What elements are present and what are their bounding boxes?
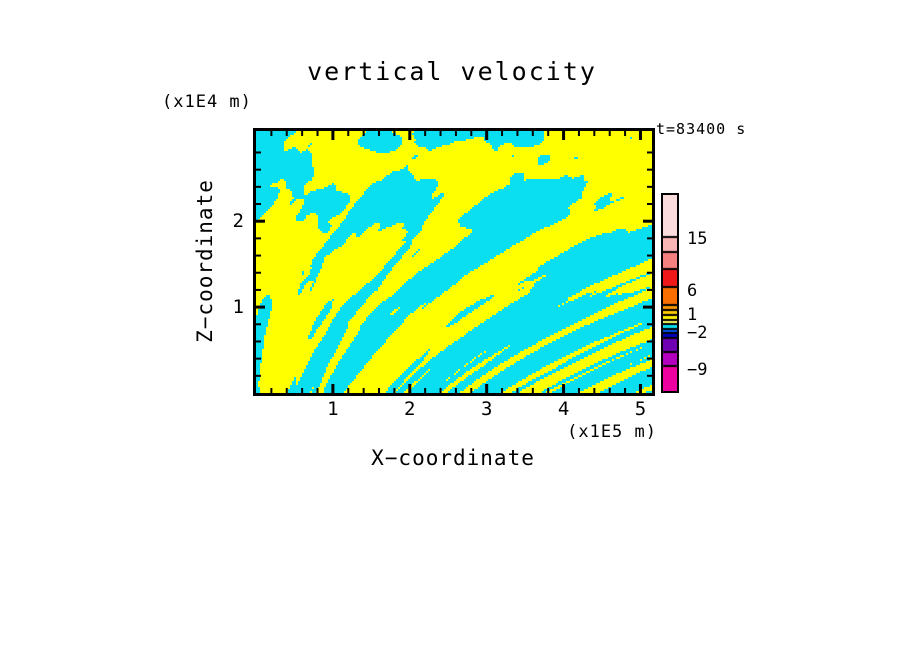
y-tick-label: 2 xyxy=(232,210,244,233)
x-tick-label: 2 xyxy=(404,398,416,420)
x-tick-label: 3 xyxy=(480,398,493,420)
colorbar-value-label: 15 xyxy=(687,228,708,249)
x-tick-label: 5 xyxy=(634,398,647,420)
x-axis-title: X−coordinate xyxy=(371,446,535,470)
time-annotation: t=83400 s xyxy=(656,120,747,138)
velocity-field-canvas xyxy=(256,131,652,393)
x-tick-label: 1 xyxy=(327,398,339,420)
x-axis-unit-label: (x1E5 m) xyxy=(567,422,657,442)
y-tick-label: 1 xyxy=(232,296,244,319)
figure-title: vertical velocity xyxy=(307,57,597,86)
colorbar xyxy=(661,193,679,393)
y-axis-unit-label: (x1E4 m) xyxy=(162,92,252,112)
colorbar-value-label: −9 xyxy=(687,360,708,381)
colorbar-canvas xyxy=(663,195,677,391)
y-axis-title: Z−coordinate xyxy=(193,179,217,343)
colorbar-value-label: 6 xyxy=(687,281,698,302)
colorbar-value-label: 1 xyxy=(687,304,698,325)
colorbar-value-label: −2 xyxy=(687,322,708,343)
plot-area xyxy=(253,128,655,396)
x-tick-label: 4 xyxy=(557,398,570,420)
